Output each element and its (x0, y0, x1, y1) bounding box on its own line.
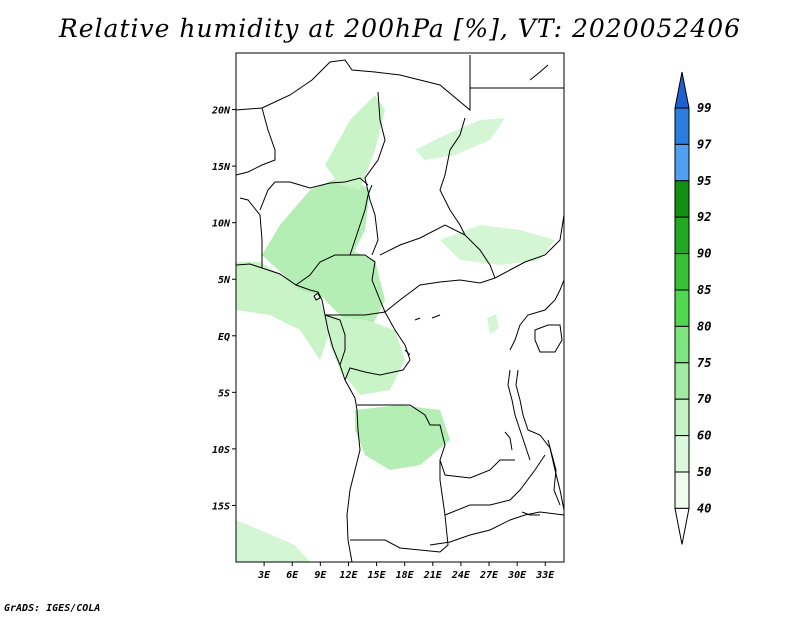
border-niger-nigeria (259, 177, 369, 211)
colorbar-label: 80 (697, 319, 711, 333)
river-congo-1 (414, 317, 421, 321)
border-cameroon-chad (349, 184, 373, 256)
border-zimbabwe (429, 511, 565, 546)
y-tick-label: 10N (212, 219, 231, 230)
map-frame (235, 52, 565, 563)
colorbar-segment (674, 180, 690, 218)
colorbar-segment (674, 289, 690, 327)
border-car-drc (384, 277, 496, 313)
country-borders (235, 55, 565, 563)
colorbar-label: 40 (697, 501, 711, 515)
lake-victoria (534, 324, 563, 353)
y-tick-label: 15N (212, 162, 231, 173)
x-tick-label: 12E (339, 570, 358, 581)
shade-car (440, 225, 555, 265)
colorbar-segment (674, 143, 690, 182)
x-tick-label: 21E (423, 570, 443, 581)
x-tick-label: 9E (314, 570, 327, 581)
border-zambia-south (444, 454, 546, 516)
border-chad-east (364, 91, 386, 256)
colorbar-segment (674, 398, 690, 437)
lake-tanganyika-south (504, 431, 513, 451)
x-tick-label: 18E (396, 570, 415, 581)
y-tick-label: 5S (218, 388, 230, 399)
x-axis-ticks: 3E 6E 9E 12E 15E 18E 21E 24E 27E 30E 33E (257, 562, 555, 581)
colorbar-segment (674, 325, 690, 364)
border-libya-sudan (261, 55, 471, 112)
colorbar-label: 50 (697, 465, 711, 479)
y-axis-ticks: 20N 15N 10N 5N EQ 5S 10S 15S (211, 106, 236, 512)
shade-cameroon (318, 250, 385, 330)
border-tanzania (527, 429, 565, 511)
colorbar-label: 92 (697, 210, 711, 224)
border-gabon (324, 314, 346, 366)
colorbar-label: 70 (697, 392, 711, 406)
y-tick-label: 20N (211, 106, 231, 117)
x-tick-label: 27E (479, 570, 499, 581)
island-bioko (313, 292, 321, 301)
colorbar-segment (674, 362, 690, 400)
colorbar-segment (674, 107, 690, 145)
colorbar: 99 97 95 92 90 85 80 75 70 60 50 40 (674, 71, 712, 545)
y-tick-label: 15S (212, 501, 230, 512)
river-congo-3 (404, 349, 411, 356)
border-malawi (547, 439, 561, 506)
lake-malawi (521, 511, 540, 516)
x-tick-label: 24E (451, 570, 471, 581)
border-car-north (379, 224, 496, 279)
colorbar-label: 85 (697, 283, 711, 297)
border-niger-algeria (235, 107, 276, 176)
colorbar-label: 60 (697, 429, 711, 443)
border-drc-angola (357, 404, 515, 479)
colorbar-segment (674, 471, 690, 509)
y-tick-label: 5N (218, 275, 231, 286)
border-angola-zambia (350, 460, 449, 553)
shade-sahel-streak (325, 95, 385, 190)
shade-sw-corner (236, 520, 310, 562)
colorbar-label: 95 (697, 174, 711, 188)
border-lake-tanganyika-east (515, 369, 529, 431)
colorbar-segment (674, 253, 690, 291)
river-congo-2 (431, 314, 441, 319)
y-tick-label: EQ (218, 332, 230, 343)
colorbar-segment (674, 216, 690, 255)
humidity-shading (236, 95, 555, 562)
x-tick-label: 30E (507, 570, 527, 581)
border-chad-sudan (439, 117, 466, 236)
colorbar-label: 97 (697, 137, 712, 151)
border-cameroon (295, 254, 386, 316)
border-south-sudan (494, 214, 565, 279)
shade-west-coast (236, 262, 330, 360)
sinai-fragment (529, 64, 549, 81)
border-congo (344, 311, 411, 381)
colorbar-top-arrow (674, 71, 690, 109)
shade-small-patch (487, 314, 499, 334)
border-lake-tanganyika (507, 369, 531, 461)
map-title: Relative humidity at 200hPa [%], VT: 202… (58, 14, 742, 43)
border-benin-togo (239, 197, 263, 268)
y-tick-label: 10S (212, 445, 230, 456)
x-tick-label: 3E (257, 570, 271, 581)
colorbar-label: 75 (697, 356, 711, 370)
colorbar-bottom-arrow (674, 507, 690, 545)
x-tick-label: 33E (535, 570, 555, 581)
x-tick-label: 15E (368, 570, 387, 581)
x-tick-label: 6E (286, 570, 299, 581)
colorbar-label: 99 (697, 101, 711, 115)
coastline-west-africa (235, 263, 361, 563)
border-drc-east (509, 279, 565, 351)
colorbar-segment (674, 435, 690, 473)
colorbar-label: 90 (697, 247, 711, 261)
shade-angola (355, 405, 450, 470)
grads-credit: GrADS: IGES/COLA (4, 603, 101, 614)
shade-chad-streak (415, 118, 505, 160)
